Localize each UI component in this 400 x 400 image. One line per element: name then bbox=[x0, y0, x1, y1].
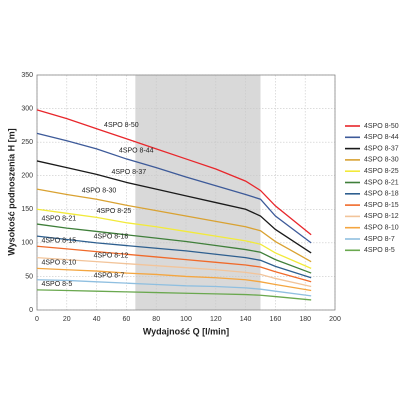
x-axis-title: Wydajność Q [l/min] bbox=[143, 326, 229, 336]
series-line bbox=[36, 132, 312, 244]
series-line bbox=[36, 208, 312, 269]
y-tick-label: 200 bbox=[21, 173, 33, 180]
plot-frame bbox=[36, 74, 336, 311]
series-line bbox=[36, 289, 312, 301]
curve-label: 4SPO 8-5 bbox=[41, 281, 72, 288]
x-tick-label: 0 bbox=[35, 316, 39, 323]
curve-label: 4SPO 8-18 bbox=[94, 233, 129, 240]
x-tick-label: 20 bbox=[63, 316, 71, 323]
legend-label: 4SPO 8-5 bbox=[364, 247, 395, 254]
series-line bbox=[36, 223, 312, 274]
legend-label: 4SPO 8-7 bbox=[364, 236, 395, 243]
curve-label: 4SPO 8-37 bbox=[112, 169, 147, 176]
legend-label: 4SPO 8-37 bbox=[364, 145, 399, 152]
legend-label: 4SPO 8-18 bbox=[364, 191, 399, 198]
curve-label: 4SPO 8-7 bbox=[94, 273, 125, 280]
series-line bbox=[36, 256, 312, 288]
series-line bbox=[36, 160, 312, 254]
legend-label: 4SPO 8-12 bbox=[364, 213, 399, 220]
legend-label: 4SPO 8-15 bbox=[364, 202, 399, 209]
legend-label: 4SPO 8-10 bbox=[364, 225, 399, 232]
y-tick-label: 0 bbox=[29, 307, 33, 314]
x-tick-label: 40 bbox=[93, 316, 101, 323]
y-tick-label: 300 bbox=[21, 105, 33, 112]
curve-label: 4SPO 8-44 bbox=[119, 147, 154, 154]
curve-label: 4SPO 8-50 bbox=[104, 122, 139, 129]
legend-label: 4SPO 8-21 bbox=[364, 179, 399, 186]
y-tick-label: 100 bbox=[21, 240, 33, 247]
x-tick-label: 200 bbox=[329, 316, 341, 323]
curve-label: 4SPO 8-12 bbox=[94, 252, 129, 259]
y-tick-label: 150 bbox=[21, 206, 33, 213]
series-line bbox=[36, 245, 312, 283]
curve-label: 4SPO 8-15 bbox=[41, 237, 76, 244]
legend-label: 4SPO 8-25 bbox=[364, 168, 399, 175]
y-tick-label: 250 bbox=[21, 139, 33, 146]
x-tick-label: 140 bbox=[240, 316, 252, 323]
curve-label: 4SPO 8-21 bbox=[41, 216, 76, 223]
x-tick-label: 180 bbox=[299, 316, 311, 323]
curve-label: 4SPO 8-30 bbox=[82, 188, 117, 195]
curve-label: 4SPO 8-10 bbox=[41, 259, 76, 266]
legend-label: 4SPO 8-44 bbox=[364, 134, 399, 141]
legend-label: 4SPO 8-30 bbox=[364, 157, 399, 164]
series-line bbox=[36, 279, 312, 297]
series-line bbox=[36, 267, 312, 292]
x-tick-label: 80 bbox=[152, 316, 160, 323]
x-tick-label: 160 bbox=[270, 316, 282, 323]
series-line bbox=[36, 235, 312, 279]
x-tick-label: 120 bbox=[210, 316, 222, 323]
y-tick-label: 50 bbox=[25, 273, 33, 280]
y-tick-label: 350 bbox=[21, 72, 33, 79]
series-line bbox=[36, 109, 312, 236]
legend-label: 4SPO 8-50 bbox=[364, 123, 399, 130]
series-line bbox=[36, 188, 312, 263]
x-tick-label: 60 bbox=[123, 316, 131, 323]
x-tick-label: 100 bbox=[180, 316, 192, 323]
curve-label: 4SPO 8-25 bbox=[97, 208, 132, 215]
y-axis-title: Wysokość podnoszenia H [m] bbox=[6, 128, 16, 255]
